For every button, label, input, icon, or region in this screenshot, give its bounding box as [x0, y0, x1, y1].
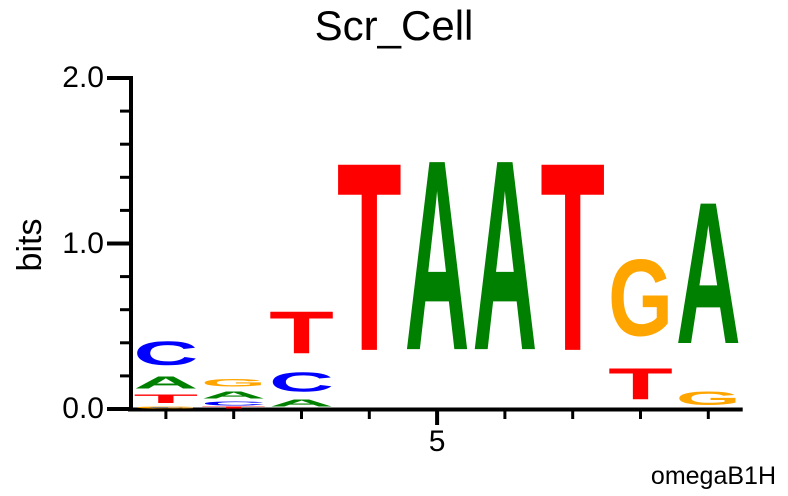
logo-letter-T-pos1: T: [134, 392, 199, 405]
logo-letter-A-pos2: A: [201, 389, 266, 401]
logo-letter-C-pos3: C: [269, 367, 334, 397]
logo-letter-C-pos2: C: [201, 401, 266, 407]
logo-letter-A-pos1: A: [134, 372, 199, 392]
attribution-text: omegaB1H: [650, 462, 776, 490]
logo-letter-A-pos9: A: [676, 161, 741, 387]
logo-letter-T-pos8: T: [608, 359, 673, 409]
plot-title: Scr_Cell: [314, 2, 474, 49]
logo-letter-A-pos3: A: [269, 397, 334, 409]
logo-letter-C-pos1: C: [134, 335, 199, 373]
y-tick-label: 1.0: [62, 226, 104, 260]
logo-letter-G-pos2: G: [201, 377, 266, 389]
logo-letter-G-pos8: G: [608, 236, 673, 359]
logo-letter-G-pos1: G: [134, 406, 199, 409]
logo-letter-T-pos3: T: [269, 299, 334, 366]
logo-letter-T-pos2: T: [201, 407, 266, 409]
y-tick-label: 2.0: [62, 61, 104, 94]
logo-letter-A-pos5: A: [405, 103, 470, 407]
y-tick-label: 0.0: [62, 392, 104, 425]
logo-letter-T-pos4: T: [337, 108, 402, 408]
logo-letter-G-pos9: G: [676, 387, 741, 409]
logo-letter-T-pos7: T: [540, 108, 605, 408]
logo-letter-A-pos6: A: [473, 103, 538, 407]
x-tick-label: 5: [428, 425, 446, 458]
